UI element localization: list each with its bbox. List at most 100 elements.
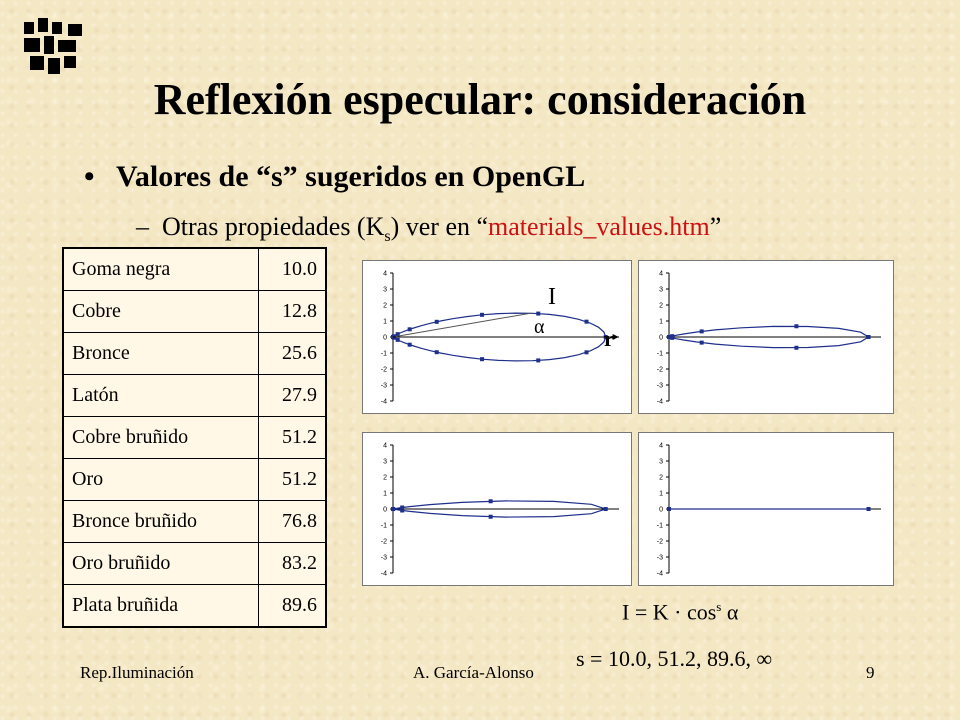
y-tick-label: -1 bbox=[381, 523, 387, 530]
y-tick-label: -3 bbox=[657, 383, 663, 390]
bullet-text: Valores de “s” sugeridos en OpenGL bbox=[116, 160, 586, 193]
material-name: Goma negra bbox=[62, 247, 259, 291]
y-tick-label: 3 bbox=[383, 287, 387, 294]
data-point bbox=[400, 508, 405, 513]
y-tick-label: 0 bbox=[659, 507, 663, 514]
intensity-label: I bbox=[548, 284, 556, 310]
data-point bbox=[391, 507, 395, 511]
main-bullet: • Valores de “s” sugeridos en OpenGL bbox=[84, 160, 585, 194]
y-tick-label: -2 bbox=[657, 367, 663, 374]
y-tick-label: 2 bbox=[383, 303, 387, 310]
data-point bbox=[667, 335, 671, 339]
y-tick-label: -2 bbox=[381, 367, 387, 374]
s-values: s = 10.0, 51.2, 89.6, ∞ bbox=[576, 646, 773, 671]
table-row: Bronce 25.6 bbox=[62, 332, 327, 375]
y-tick-label: 2 bbox=[383, 475, 387, 482]
y-tick-label: -4 bbox=[381, 399, 387, 406]
y-tick-label: 4 bbox=[383, 443, 387, 450]
table-row: Plata bruñida 89.6 bbox=[62, 584, 327, 628]
material-value: 51.2 bbox=[258, 458, 327, 501]
sub-middle: ) ver en “ bbox=[390, 212, 489, 241]
data-point bbox=[536, 311, 541, 316]
y-tick-label: -2 bbox=[381, 539, 387, 546]
y-tick-label: 2 bbox=[659, 303, 663, 310]
y-tick-label: 4 bbox=[659, 271, 663, 278]
data-point bbox=[794, 345, 799, 350]
material-name: Bronce bruñido bbox=[62, 500, 259, 543]
data-point bbox=[480, 357, 485, 362]
material-name: Plata bruñida bbox=[62, 584, 259, 628]
data-point bbox=[584, 319, 589, 324]
sub-end: ” bbox=[709, 212, 722, 241]
material-name: Oro bbox=[62, 458, 259, 501]
y-tick-label: -3 bbox=[381, 383, 387, 390]
data-point bbox=[794, 324, 799, 329]
y-tick-label: 3 bbox=[659, 459, 663, 466]
data-point bbox=[670, 334, 675, 339]
reflection-label: r bbox=[604, 326, 614, 351]
materials-link[interactable]: materials_values.htm bbox=[488, 212, 710, 241]
data-point bbox=[603, 507, 608, 511]
material-value: 27.9 bbox=[258, 374, 327, 417]
table-row: Oro bruñido 83.2 bbox=[62, 542, 327, 585]
data-point bbox=[699, 329, 704, 334]
data-point bbox=[667, 507, 671, 511]
material-name: Latón bbox=[62, 374, 259, 417]
y-tick-label: 1 bbox=[659, 491, 663, 498]
table-row: Oro 51.2 bbox=[62, 458, 327, 501]
sub-subscript: s bbox=[384, 228, 391, 246]
lobe-chart-s89: 4 3 2 1 0 -1 -2 -3 -4 bbox=[362, 432, 632, 586]
formula: I = K · coss α bbox=[622, 599, 738, 625]
table-row: Bronce bruñido 76.8 bbox=[62, 500, 327, 543]
materials-table: Goma negra 10.0 Cobre 12.8 Bronce 25.6 Latón 27… bbox=[62, 247, 327, 628]
lobe-chart-s10: 4 3 2 1 0 -1 -2 -3 -4 bbox=[362, 260, 632, 414]
intensity-vector bbox=[392, 312, 531, 338]
formula-right: α bbox=[721, 599, 739, 625]
y-tick-label: 0 bbox=[383, 335, 387, 342]
university-logo-icon bbox=[22, 18, 86, 76]
data-point bbox=[395, 332, 400, 337]
y-tick-label: 3 bbox=[383, 459, 387, 466]
data-point bbox=[400, 505, 405, 510]
table-row: Goma negra 10.0 bbox=[62, 247, 327, 291]
material-name: Bronce bbox=[62, 332, 259, 375]
material-value: 76.8 bbox=[258, 500, 327, 543]
data-point bbox=[536, 358, 541, 363]
material-value: 12.8 bbox=[258, 290, 327, 333]
y-tick-label: 2 bbox=[659, 475, 663, 482]
footer-left: Rep.Iluminación bbox=[80, 663, 194, 682]
y-tick-label: 1 bbox=[659, 319, 663, 326]
y-tick-label: -4 bbox=[657, 399, 663, 406]
material-value: 89.6 bbox=[258, 584, 327, 628]
data-point bbox=[407, 327, 412, 332]
data-point bbox=[699, 340, 704, 345]
y-tick-label: -1 bbox=[657, 351, 663, 358]
y-tick-label: 0 bbox=[659, 335, 663, 342]
data-point bbox=[434, 350, 439, 355]
data-point bbox=[434, 319, 439, 324]
reflection-arrow bbox=[612, 334, 619, 340]
material-name: Cobre bbox=[62, 290, 259, 333]
y-tick-label: 3 bbox=[659, 287, 663, 294]
data-point bbox=[395, 337, 400, 342]
data-point bbox=[407, 342, 412, 347]
material-value: 51.2 bbox=[258, 416, 327, 459]
y-tick-label: -1 bbox=[381, 351, 387, 358]
material-value: 83.2 bbox=[258, 542, 327, 585]
page-number: 9 bbox=[866, 663, 875, 682]
formula-exponent: s bbox=[716, 599, 722, 614]
data-point bbox=[488, 514, 493, 519]
sub-prefix: Otras propiedades (K bbox=[162, 212, 385, 241]
y-tick-label: -4 bbox=[381, 571, 387, 578]
y-tick-label: -3 bbox=[657, 555, 663, 562]
lobe-chart-s51: 4 3 2 1 0 -1 -2 -3 -4 bbox=[638, 260, 894, 414]
table-row: Cobre 12.8 bbox=[62, 290, 327, 333]
y-tick-label: 0 bbox=[383, 507, 387, 514]
table-row: Latón 27.9 bbox=[62, 374, 327, 417]
bullet-dot: • bbox=[84, 160, 95, 193]
y-tick-label: -1 bbox=[657, 523, 663, 530]
y-tick-label: 4 bbox=[659, 443, 663, 450]
data-point bbox=[866, 335, 871, 339]
y-tick-label: 1 bbox=[383, 491, 387, 498]
data-point bbox=[584, 350, 589, 355]
